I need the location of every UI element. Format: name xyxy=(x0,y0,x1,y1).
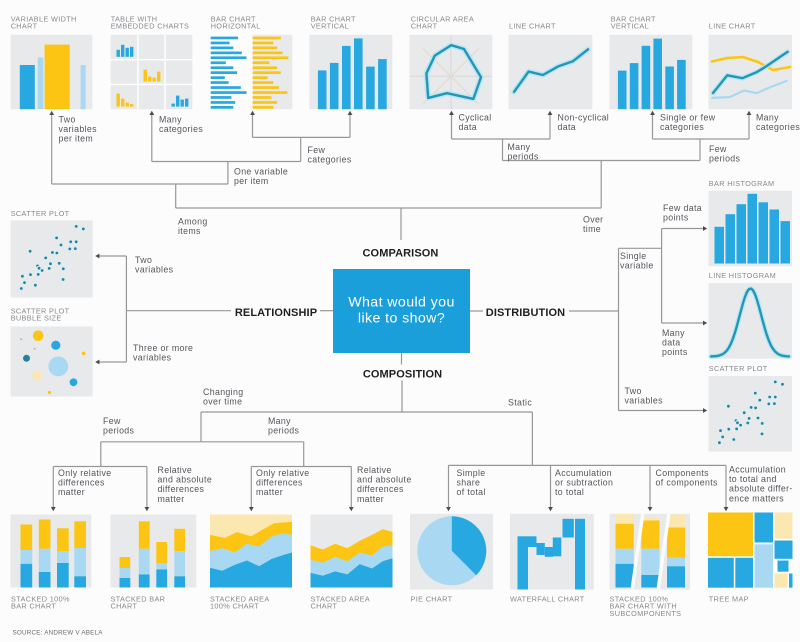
svg-text:LINE CHART: LINE CHART xyxy=(709,22,756,31)
svg-text:What would you: What would you xyxy=(348,295,455,311)
svg-text:COMPOSITION: COMPOSITION xyxy=(363,368,442,380)
svg-text:RELATIONSHIP: RELATIONSHIP xyxy=(235,307,317,319)
svg-text:PIE CHART: PIE CHART xyxy=(411,595,453,604)
svg-text:TREE MAP: TREE MAP xyxy=(709,595,749,604)
svg-text:BAR HISTOGRAM: BAR HISTOGRAM xyxy=(709,179,775,188)
svg-text:SCATTER PLOT: SCATTER PLOT xyxy=(709,364,768,373)
svg-text:LINE HISTOGRAM: LINE HISTOGRAM xyxy=(709,271,776,280)
svg-text:COMPARISON: COMPARISON xyxy=(363,247,439,259)
svg-text:Static: Static xyxy=(508,398,532,408)
svg-text:SOURCE: ANDREW V ABELA: SOURCE: ANDREW V ABELA xyxy=(13,630,104,637)
svg-text:LINE CHART: LINE CHART xyxy=(509,22,556,31)
svg-text:WATERFALL CHART: WATERFALL CHART xyxy=(510,595,585,604)
svg-text:DISTRIBUTION: DISTRIBUTION xyxy=(486,307,565,319)
svg-text:SCATTER PLOT: SCATTER PLOT xyxy=(11,209,70,218)
svg-text:STACKED 100%BAR CHART: STACKED 100% BAR CHART xyxy=(11,595,70,611)
svg-text:like to show?: like to show? xyxy=(358,311,445,327)
